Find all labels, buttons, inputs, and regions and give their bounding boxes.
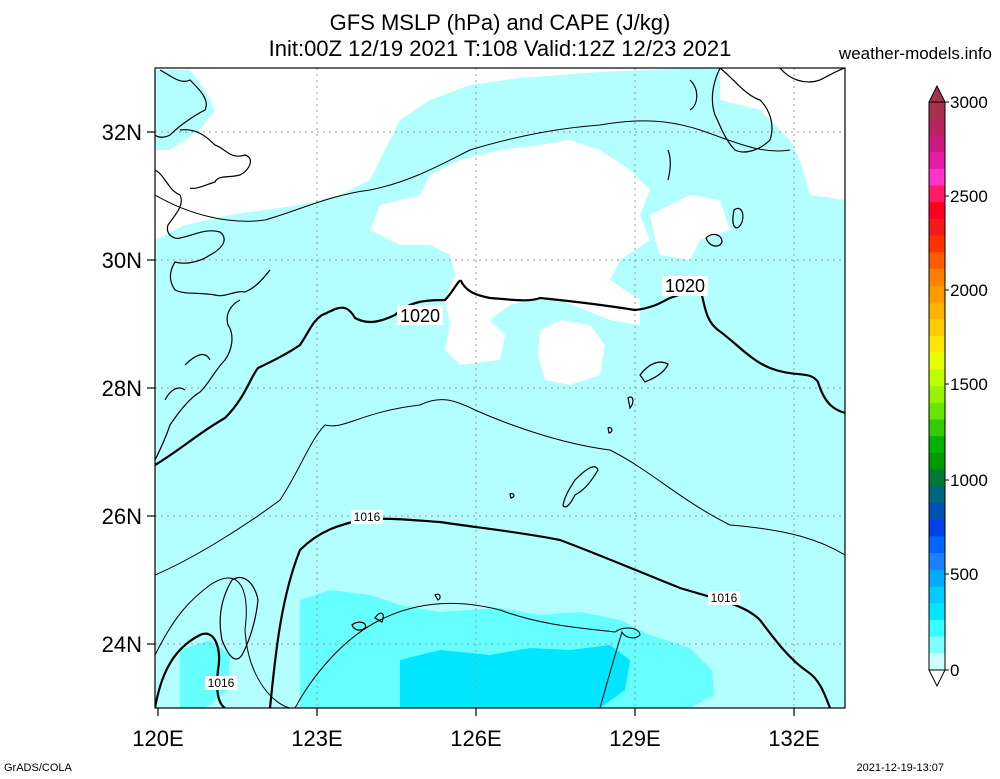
colorbar-band xyxy=(929,102,945,120)
colorbar-label: 3000 xyxy=(950,93,988,112)
colorbar-band xyxy=(929,369,945,387)
colorbar-band xyxy=(929,285,945,303)
colorbar-band xyxy=(929,452,945,470)
contour-label-1020-west: 1020 xyxy=(400,306,440,326)
colorbar-band xyxy=(929,218,945,236)
lat-label: 28N xyxy=(102,376,142,401)
cape-gap-north xyxy=(370,140,650,365)
lat-label: 24N xyxy=(102,632,142,657)
axis-ticks xyxy=(147,131,795,716)
footer-software: GrADS/COLA xyxy=(4,762,72,774)
colorbar-band xyxy=(929,619,945,637)
colorbar-band xyxy=(929,653,945,671)
colorbar-band xyxy=(929,319,945,337)
contour-label-1020-east: 1020 xyxy=(665,276,705,296)
chart-title-line1: GFS MSLP (hPa) and CAPE (J/kg) xyxy=(329,10,671,35)
cape-colorbar: 3000 2500 2000 1500 1000 500 0 xyxy=(928,84,988,688)
map-grid xyxy=(155,68,845,708)
colorbar-band xyxy=(929,235,945,253)
colorbar-band xyxy=(929,586,945,604)
colorbar-band xyxy=(929,636,945,654)
colorbar-label: 2000 xyxy=(950,281,988,300)
cape-field-strong xyxy=(400,645,630,708)
colorbar-band xyxy=(929,302,945,320)
colorbar-labels: 3000 2500 2000 1500 1000 500 0 xyxy=(950,93,988,680)
colorbar-band xyxy=(929,152,945,170)
colorbar-band xyxy=(929,569,945,587)
colorbar-band xyxy=(929,386,945,404)
colorbar-band xyxy=(929,402,945,420)
contour-label-1016-west: 1016 xyxy=(208,676,235,690)
colorbar-band xyxy=(929,553,945,571)
colorbar-label: 2500 xyxy=(950,187,988,206)
coastlines xyxy=(155,68,845,660)
isobars-thin xyxy=(155,120,845,708)
colorbar-band xyxy=(929,436,945,454)
colorbar-band xyxy=(929,519,945,537)
site-label: weather-models.info xyxy=(838,44,992,63)
colorbar-bottom-arrow xyxy=(928,669,946,688)
lon-label: 132E xyxy=(768,726,819,751)
colorbar-band xyxy=(929,185,945,203)
colorbar-top-arrow xyxy=(928,84,946,103)
colorbar-band xyxy=(929,335,945,353)
colorbar-band xyxy=(929,352,945,370)
footer-timestamp: 2021-12-19-13:07 xyxy=(856,762,944,774)
lon-label: 129E xyxy=(609,726,660,751)
cape-gap-ne xyxy=(650,195,730,260)
colorbar-band xyxy=(929,269,945,287)
colorbar-band xyxy=(929,419,945,437)
colorbar-band xyxy=(929,252,945,270)
lat-label: 26N xyxy=(102,504,142,529)
contour-label-1016-east: 1016 xyxy=(711,591,738,605)
colorbar-bands xyxy=(928,101,949,671)
longitude-labels: 120E 123E 126E 129E 132E xyxy=(132,726,819,751)
lon-label: 126E xyxy=(450,726,501,751)
colorbar-band xyxy=(929,469,945,487)
colorbar-band xyxy=(929,118,945,136)
cape-gap-center xyxy=(538,320,605,385)
colorbar-label: 1500 xyxy=(950,375,988,394)
contour-label-1016-center: 1016 xyxy=(354,510,381,524)
colorbar-band xyxy=(929,502,945,520)
contour-labels: 1020 1020 1016 1016 1016 xyxy=(205,276,740,690)
map-plot-area: 1020 1020 1016 1016 1016 xyxy=(155,68,845,708)
colorbar-band xyxy=(929,603,945,621)
colorbar-band xyxy=(929,486,945,504)
colorbar-label: 1000 xyxy=(950,471,988,490)
colorbar-band xyxy=(929,536,945,554)
chart-title-line2: Init:00Z 12/19 2021 T:108 Valid:12Z 12/2… xyxy=(268,36,732,61)
colorbar-label: 0 xyxy=(950,661,959,680)
latitude-labels: 32N 30N 28N 26N 24N xyxy=(102,120,142,657)
colorbar-band xyxy=(929,202,945,220)
colorbar-band xyxy=(929,135,945,153)
colorbar-label: 500 xyxy=(950,565,978,584)
lon-label: 120E xyxy=(132,726,183,751)
colorbar-band xyxy=(929,168,945,186)
lat-label: 30N xyxy=(102,248,142,273)
isobars-thick xyxy=(155,279,845,708)
lat-label: 32N xyxy=(102,120,142,145)
lon-label: 123E xyxy=(291,726,342,751)
